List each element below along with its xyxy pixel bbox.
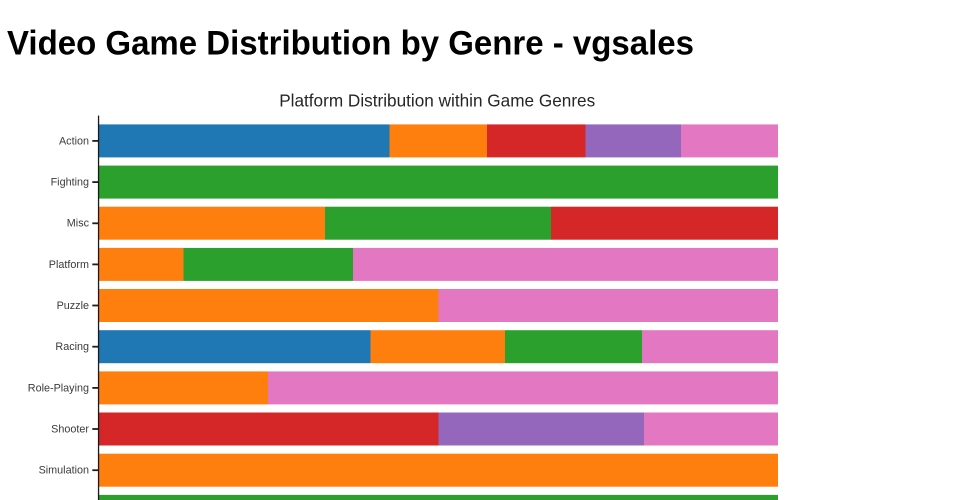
svg-text:Shooter: Shooter xyxy=(51,423,89,435)
svg-text:Racing: Racing xyxy=(55,341,89,353)
svg-text:Video Game Distribution by Gen: Video Game Distribution by Genre - vgsal… xyxy=(7,25,694,63)
svg-text:Puzzle: Puzzle xyxy=(57,300,89,312)
svg-text:Platform: Platform xyxy=(49,259,89,271)
svg-text:Fighting: Fighting xyxy=(51,177,89,189)
svg-text:Simulation: Simulation xyxy=(39,465,89,477)
svg-text:Role-Playing: Role-Playing xyxy=(28,382,89,394)
svg-text:Action: Action xyxy=(59,135,89,147)
svg-text:Platform Distribution within G: Platform Distribution within Game Genres xyxy=(279,90,595,110)
svg-text:Misc: Misc xyxy=(67,218,90,230)
